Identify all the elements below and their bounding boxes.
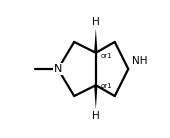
Polygon shape (94, 28, 98, 53)
Text: or1: or1 (100, 53, 112, 59)
Text: H: H (92, 111, 100, 121)
Text: or1: or1 (100, 83, 112, 89)
Text: H: H (92, 17, 100, 27)
Polygon shape (94, 85, 98, 110)
Text: N: N (54, 64, 62, 74)
Text: NH: NH (132, 56, 147, 66)
